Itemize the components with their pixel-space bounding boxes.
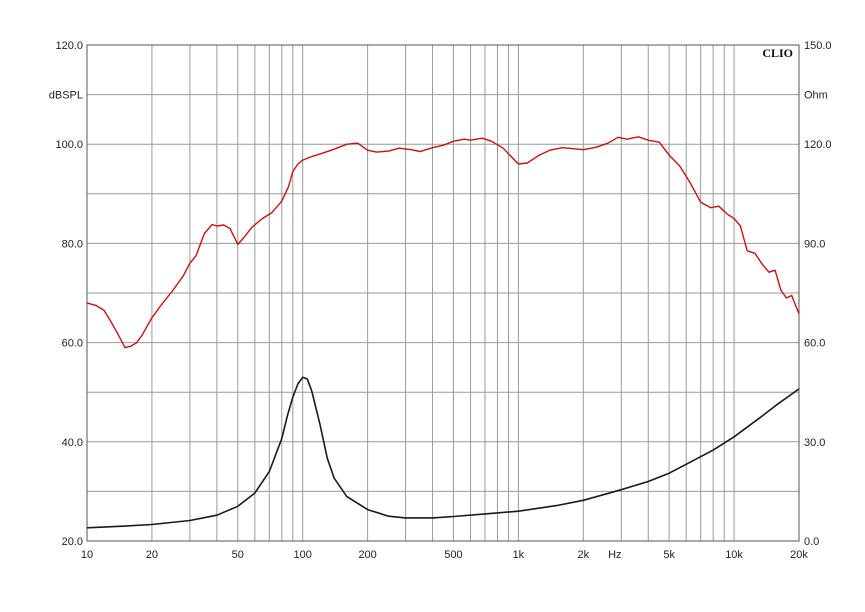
- right-axis-unit: Ohm: [804, 90, 828, 102]
- right-tick-label: 60.0: [804, 338, 825, 350]
- right-tick-label: 150.0: [804, 40, 832, 52]
- right-tick-label: 120.0: [804, 139, 832, 151]
- right-tick-label: 0.0: [804, 536, 819, 548]
- x-axis-unit: Hz: [608, 549, 621, 561]
- left-tick-label: 120.0: [55, 40, 83, 52]
- series-layer: [86, 136, 800, 529]
- x-tick-label: 100: [294, 549, 312, 561]
- x-tick-label: 1k: [513, 549, 525, 561]
- plot-frame: [86, 44, 800, 542]
- grid-lines: [87, 45, 799, 541]
- x-tick-label: 20: [146, 549, 158, 561]
- x-tick-label: 20k: [790, 549, 808, 561]
- spl-curve: [86, 136, 800, 349]
- left-tick-label: 40.0: [62, 437, 83, 449]
- left-axis-unit: dBSPL: [49, 90, 83, 102]
- x-tick-label: 2k: [577, 549, 589, 561]
- brand-label: CLIO: [762, 46, 793, 60]
- x-tick-label: 200: [358, 549, 376, 561]
- left-tick-label: 80.0: [62, 238, 83, 250]
- x-tick-label: 10k: [725, 549, 743, 561]
- x-tick-label: 50: [232, 549, 244, 561]
- impedance-curve: [86, 376, 800, 529]
- axis-labels: 20.0 40.0 60.0 80.0 100.0 120.0 dBSPL 0.0 30.0 60…: [49, 40, 832, 561]
- left-tick-label: 20.0: [62, 536, 83, 548]
- x-tick-label: 10: [81, 549, 93, 561]
- right-tick-label: 30.0: [804, 437, 825, 449]
- x-tick-label: 5k: [663, 549, 675, 561]
- left-tick-label: 100.0: [55, 139, 83, 151]
- right-tick-label: 90.0: [804, 238, 825, 250]
- x-tick-label: 500: [444, 549, 462, 561]
- left-tick-label: 60.0: [62, 338, 83, 350]
